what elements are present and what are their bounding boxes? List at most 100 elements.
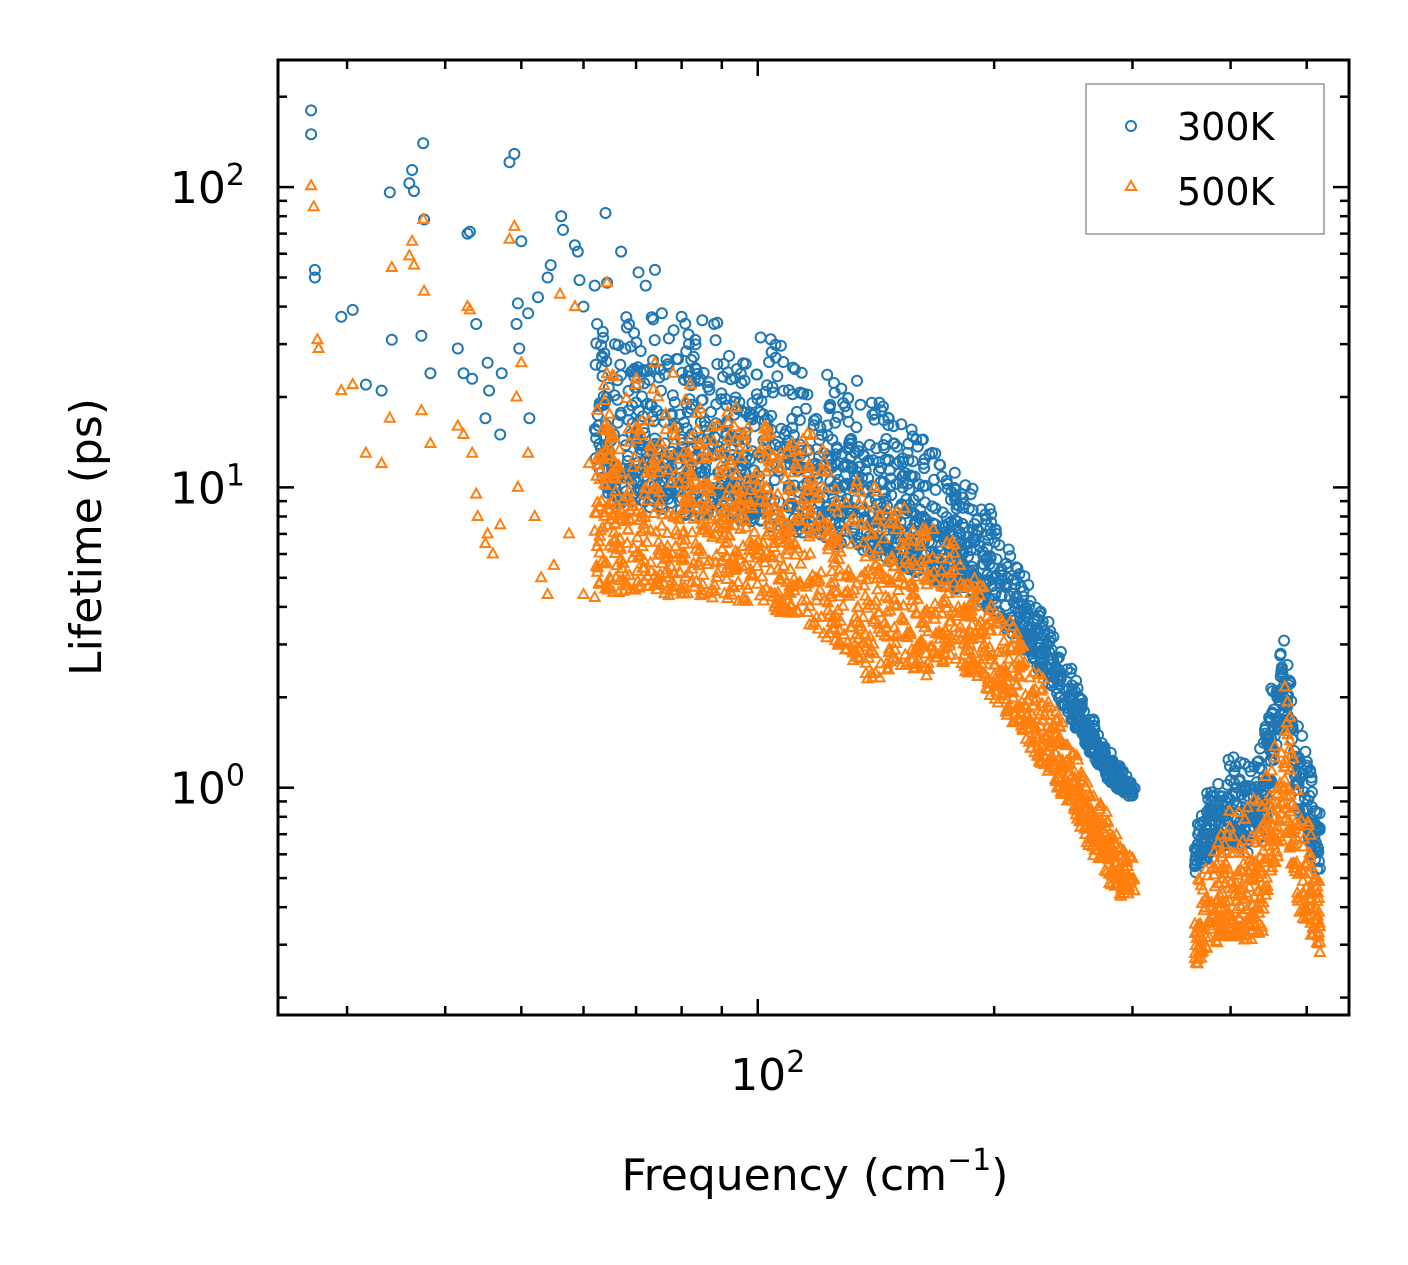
point-500k — [1230, 901, 1244, 914]
point-500k — [783, 585, 798, 598]
point-300k — [483, 384, 496, 397]
point-500k — [553, 286, 567, 299]
point-500k — [803, 477, 817, 490]
point-500k — [1125, 850, 1139, 863]
point-500k — [741, 581, 755, 594]
point-500k — [980, 609, 994, 622]
point-500k — [719, 440, 733, 453]
point-500k — [618, 513, 633, 526]
point-300k — [1260, 776, 1273, 789]
point-500k — [1265, 763, 1279, 776]
point-500k — [423, 435, 438, 448]
point-500k — [944, 565, 958, 578]
point-300k — [1305, 801, 1318, 813]
point-500k — [781, 605, 796, 618]
point-500k — [590, 564, 604, 577]
point-500k — [786, 480, 800, 493]
point-500k — [1196, 940, 1210, 953]
point-500k — [648, 355, 662, 368]
point-500k — [963, 585, 978, 598]
point-500k — [802, 457, 816, 470]
point-500k — [672, 475, 686, 488]
point-500k — [1073, 814, 1087, 827]
point-500k — [736, 428, 751, 441]
point-500k — [568, 299, 582, 312]
point-500k — [1227, 845, 1241, 858]
point-500k — [863, 597, 877, 610]
point-500k — [921, 661, 936, 674]
point-500k — [1094, 851, 1109, 864]
point-500k — [1002, 651, 1016, 664]
point-300k — [777, 384, 790, 397]
point-500k — [1084, 804, 1098, 817]
point-300k — [647, 313, 660, 326]
point-300k — [1265, 682, 1278, 695]
point-500k — [1016, 722, 1030, 735]
point-300k — [555, 210, 568, 223]
point-500k — [1006, 685, 1021, 698]
point-500k — [1035, 738, 1050, 751]
point-500k — [733, 498, 748, 511]
point-500k — [720, 571, 734, 584]
point-300k — [1100, 768, 1113, 781]
point-500k — [480, 526, 495, 539]
point-300k — [1276, 667, 1289, 680]
point-500k — [716, 509, 730, 522]
point-500k — [1264, 863, 1278, 876]
point-500k — [698, 451, 713, 464]
point-500k — [960, 637, 974, 650]
point-500k — [642, 413, 656, 426]
point-500k — [739, 520, 753, 533]
point-500k — [678, 532, 692, 545]
point-500k — [712, 467, 727, 480]
point-500k — [1283, 709, 1297, 722]
point-500k — [827, 550, 841, 563]
point-300k — [897, 456, 910, 468]
point-300k — [1000, 557, 1013, 570]
point-300k — [643, 374, 656, 386]
point-300k — [1010, 592, 1023, 605]
point-300k — [1205, 790, 1218, 803]
point-500k — [795, 593, 809, 606]
point-300k — [808, 414, 821, 427]
point-500k — [614, 552, 628, 565]
point-500k — [1194, 919, 1208, 932]
point-300k — [1272, 694, 1285, 706]
point-300k — [787, 361, 799, 374]
point-500k — [740, 439, 755, 452]
point-500k — [889, 504, 904, 517]
point-500k — [724, 456, 738, 469]
point-300k — [870, 498, 883, 511]
point-500k — [733, 484, 747, 497]
point-500k — [1044, 721, 1058, 734]
point-300k — [1027, 651, 1040, 664]
point-500k — [857, 578, 871, 591]
point-500k — [682, 480, 696, 493]
point-500k — [646, 481, 661, 494]
x-axis-title-main: Frequency (cm — [622, 1150, 948, 1201]
point-500k — [967, 571, 982, 584]
point-500k — [1012, 669, 1026, 682]
point-300k — [451, 342, 464, 355]
point-500k — [767, 539, 781, 552]
point-300k — [746, 397, 759, 409]
point-500k — [1296, 839, 1310, 852]
point-300k — [639, 279, 652, 292]
point-300k — [875, 462, 887, 475]
legend-frame — [1085, 83, 1325, 235]
point-500k — [732, 547, 746, 560]
point-500k — [705, 419, 719, 432]
point-500k — [1114, 865, 1129, 878]
point-300k — [1242, 760, 1255, 773]
point-300k — [825, 483, 838, 496]
point-500k — [1055, 715, 1069, 728]
point-300k — [645, 311, 658, 324]
point-500k — [887, 620, 902, 633]
point-500k — [811, 621, 825, 634]
point-500k — [764, 584, 778, 597]
point-500k — [762, 524, 777, 537]
point-500k — [727, 419, 741, 432]
point-500k — [740, 471, 754, 484]
point-300k — [1278, 634, 1291, 647]
point-500k — [1263, 851, 1277, 864]
